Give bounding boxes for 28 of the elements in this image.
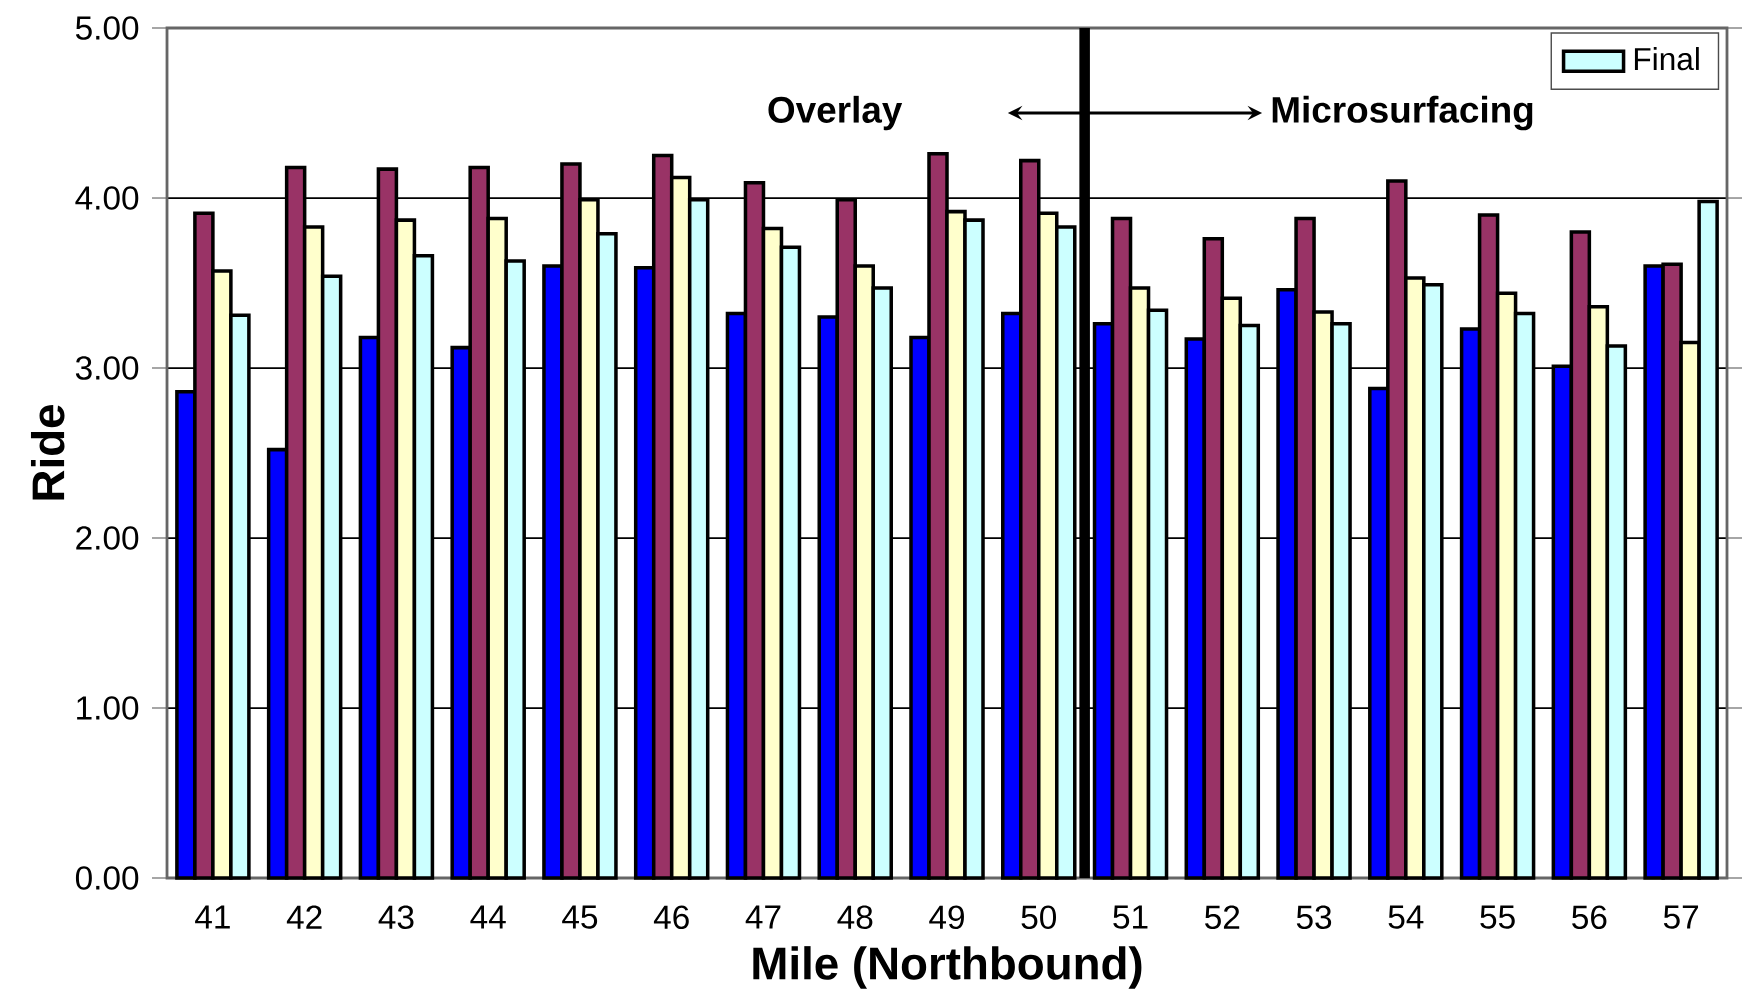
annotation: Overlay — [768, 95, 903, 131]
x-tick-label: 57 — [1663, 905, 1699, 929]
x-tick-label: 54 — [1388, 905, 1424, 929]
annotation: Microsurfacing — [1272, 95, 1533, 131]
x-tick-label: 50 — [1021, 905, 1057, 930]
x-tick-label: 41 — [195, 905, 230, 929]
x-tick-label: 51 — [1113, 905, 1148, 929]
x-axis-title: Mile (Northbound) — [753, 946, 1142, 989]
y-tick-label: 4.00 — [75, 186, 139, 210]
x-tick-label: 56 — [1572, 905, 1607, 930]
y-axis-title: Ride — [30, 405, 65, 500]
x-tick-label: 53 — [1296, 905, 1332, 930]
x-tick-label: 52 — [1205, 905, 1240, 930]
y-tick-label: 2.00 — [76, 526, 139, 550]
x-tick-label: 49 — [929, 905, 964, 930]
x-tick-label: 48 — [837, 905, 873, 930]
y-tick-label: 3.00 — [75, 356, 139, 380]
x-tick-label: 44 — [470, 905, 506, 929]
y-tick-label: 1.00 — [77, 696, 139, 720]
x-tick-label: 45 — [562, 905, 598, 929]
x-tick-label: 47 — [745, 905, 781, 929]
x-tick-label: 55 — [1480, 905, 1515, 929]
x-tick-label: 43 — [378, 905, 414, 930]
x-tick-label: 46 — [653, 905, 689, 930]
y-tick-label: 0.00 — [75, 866, 139, 890]
x-tick-label: 42 — [286, 905, 322, 929]
y-tick-label: 5.00 — [75, 16, 139, 40]
legend-label: Final — [1634, 47, 1699, 71]
